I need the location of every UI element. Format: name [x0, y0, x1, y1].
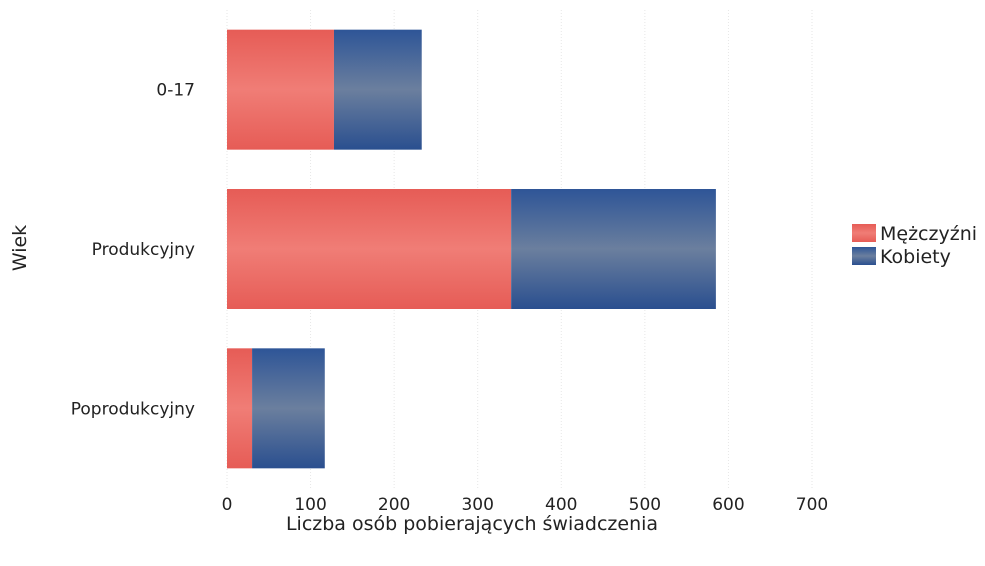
bars: [227, 30, 716, 469]
x-tick-label: 400: [545, 495, 577, 515]
x-tick-label: 300: [461, 495, 493, 515]
bar-men-2: [227, 348, 252, 468]
bar-men-1: [227, 189, 511, 309]
x-tick-label: 0: [222, 495, 233, 515]
legend-label-men: Mężczyźni: [880, 223, 977, 245]
x-tick-label: 700: [796, 495, 828, 515]
legend-label-women: Kobiety: [880, 246, 951, 268]
legend-swatch-men: [852, 224, 876, 242]
x-axis-title: Liczba osób pobierających świadczenia: [286, 513, 658, 535]
x-tick-label: 500: [629, 495, 661, 515]
x-tick-label: 600: [712, 495, 744, 515]
legend-swatch-women: [852, 247, 876, 265]
category-label: Poprodukcyjny: [71, 399, 195, 419]
category-label: 0-17: [156, 81, 195, 101]
x-tick-label: 200: [378, 495, 410, 515]
bar-women-2: [252, 348, 325, 468]
category-label: Produkcyjny: [92, 240, 195, 260]
y-axis-title: Wiek: [9, 225, 31, 271]
bar-women-0: [334, 30, 422, 150]
x-tick-labels: 0 100 200 300 400 500 600 700: [222, 495, 829, 515]
bar-women-1: [511, 189, 716, 309]
y-category-labels: 0-17 Produkcyjny Poprodukcyjny: [71, 81, 195, 420]
bar-men-0: [227, 30, 334, 150]
x-tick-label: 100: [294, 495, 326, 515]
